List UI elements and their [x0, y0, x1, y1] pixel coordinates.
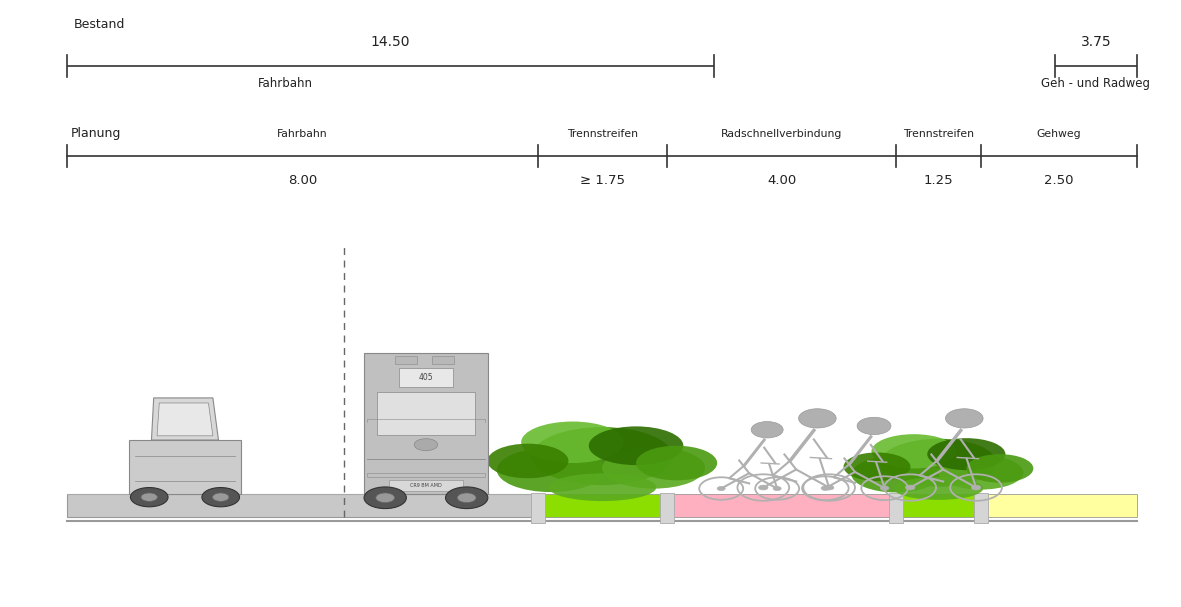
Text: Geh - und Radweg: Geh - und Radweg	[1042, 78, 1150, 90]
Ellipse shape	[589, 426, 684, 465]
Text: Gehweg: Gehweg	[1037, 129, 1082, 139]
Circle shape	[971, 485, 980, 490]
Bar	[973, 493, 987, 523]
Bar	[67, 494, 537, 517]
Text: Planung: Planung	[71, 127, 122, 140]
Polygon shape	[129, 440, 241, 494]
Bar	[364, 353, 488, 494]
Bar	[432, 356, 455, 364]
Circle shape	[141, 493, 157, 501]
Ellipse shape	[880, 439, 997, 487]
Text: 3.75: 3.75	[1081, 35, 1111, 49]
Circle shape	[130, 487, 168, 507]
Text: Trennstreifen: Trennstreifen	[567, 129, 638, 139]
Circle shape	[880, 486, 889, 490]
Ellipse shape	[637, 446, 717, 480]
Text: 1.25: 1.25	[924, 174, 953, 187]
Bar	[660, 493, 674, 523]
Text: 405: 405	[418, 373, 433, 382]
Circle shape	[824, 485, 834, 490]
Ellipse shape	[521, 421, 624, 463]
Ellipse shape	[927, 438, 1005, 470]
Bar	[530, 493, 544, 523]
Text: 14.50: 14.50	[371, 35, 411, 49]
Circle shape	[376, 493, 394, 503]
Circle shape	[457, 493, 476, 503]
Circle shape	[415, 439, 438, 451]
Text: Bestand: Bestand	[73, 18, 125, 31]
Bar	[396, 356, 417, 364]
Text: 2.50: 2.50	[1044, 174, 1074, 187]
Circle shape	[857, 417, 890, 435]
Ellipse shape	[602, 447, 705, 489]
Text: CR9 BM AMD: CR9 BM AMD	[410, 483, 442, 488]
Circle shape	[906, 485, 915, 490]
Bar	[537, 494, 667, 517]
Text: Trennstreifen: Trennstreifen	[903, 129, 974, 139]
Ellipse shape	[488, 444, 568, 478]
Circle shape	[774, 486, 781, 490]
Ellipse shape	[843, 452, 911, 481]
Ellipse shape	[531, 427, 672, 485]
Text: Radschnellverbindung: Radschnellverbindung	[720, 129, 842, 139]
Text: Fahrbahn: Fahrbahn	[278, 129, 328, 139]
Circle shape	[798, 409, 836, 428]
Text: 4.00: 4.00	[766, 174, 796, 187]
Bar	[389, 480, 463, 491]
Text: 8.00: 8.00	[288, 174, 318, 187]
Circle shape	[758, 485, 768, 490]
Circle shape	[821, 486, 829, 490]
Ellipse shape	[894, 477, 983, 500]
Bar	[980, 494, 1137, 517]
Bar	[377, 392, 475, 435]
Bar	[889, 493, 903, 523]
Ellipse shape	[548, 473, 657, 501]
Text: ≥ 1.75: ≥ 1.75	[580, 174, 625, 187]
Circle shape	[213, 493, 229, 501]
Circle shape	[445, 487, 488, 509]
Bar	[896, 494, 980, 517]
Ellipse shape	[939, 455, 1023, 490]
Ellipse shape	[852, 456, 940, 492]
Circle shape	[946, 409, 983, 428]
Polygon shape	[157, 403, 213, 436]
Polygon shape	[151, 398, 218, 440]
Text: Fahrbahn: Fahrbahn	[257, 78, 313, 90]
Circle shape	[202, 487, 240, 507]
Bar	[399, 368, 454, 387]
Ellipse shape	[497, 448, 605, 492]
Ellipse shape	[966, 454, 1033, 483]
Bar	[667, 494, 896, 517]
Circle shape	[751, 422, 783, 438]
Circle shape	[364, 487, 406, 509]
Ellipse shape	[872, 434, 957, 469]
Circle shape	[717, 486, 725, 490]
